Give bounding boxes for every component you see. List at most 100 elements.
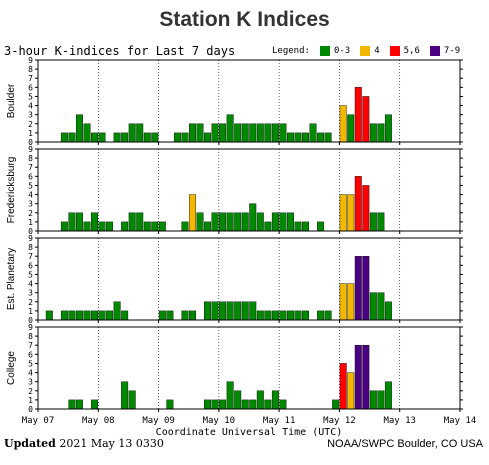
x-tick-label: May 12 [323, 416, 356, 426]
kindex-bar [294, 132, 302, 143]
y-tick-label: 0 [28, 316, 33, 325]
kindex-bar [256, 212, 264, 232]
kindex-bar [339, 194, 347, 232]
y-tick-label: 0 [28, 227, 33, 236]
kindex-bar [317, 221, 325, 232]
kindex-bar [166, 310, 174, 321]
kindex-bar [83, 123, 91, 143]
kindex-bar [324, 132, 332, 143]
kindex-bar [264, 123, 272, 143]
y-tick-label: 7 [28, 163, 33, 172]
kindex-bar [354, 256, 362, 321]
kindex-bar [279, 212, 287, 232]
legend-item-low: 0-3 [319, 46, 350, 56]
kindex-bar [143, 132, 151, 143]
panel-frame [37, 59, 461, 143]
kindex-bar [128, 123, 136, 143]
x-tick-label: May 14 [444, 416, 477, 426]
kindex-bar [204, 221, 212, 232]
kindex-bar [91, 310, 98, 321]
y-tick-label: 2 [28, 387, 33, 396]
kindex-bar [347, 283, 355, 321]
kindex-bar [121, 132, 129, 143]
kindex-bar [98, 221, 106, 232]
kindex-bar [377, 123, 385, 143]
x-axis-label: Coordinate Universal Time (UTC) [156, 427, 343, 438]
kindex-bar [68, 399, 76, 410]
kindex-bar [286, 212, 294, 232]
legend-label-4: 4 [374, 46, 380, 56]
panel-station-label: Est. Planetary [6, 248, 17, 310]
kindex-bar [234, 123, 242, 143]
kindex-bar [384, 301, 392, 321]
kindex-bar [264, 221, 272, 232]
kindex-bar [241, 301, 249, 321]
kindex-bar [256, 310, 264, 321]
kindex-bar [241, 123, 249, 143]
kindex-bar [271, 390, 279, 410]
kindex-bar [68, 310, 76, 321]
kindex-bar [294, 221, 302, 232]
y-tick-label: 6 [28, 83, 33, 92]
credit-text: NOAA/SWPC Boulder, CO USA [327, 438, 483, 450]
kindex-bar [302, 132, 309, 143]
panel-frame [37, 237, 461, 321]
kindex-bar [121, 310, 129, 321]
y-tick-label: 5 [28, 181, 33, 190]
kindex-bar [45, 310, 53, 321]
legend-item-7-9: 7-9 [429, 46, 460, 56]
kindex-bar [362, 345, 370, 410]
kindex-bar [211, 212, 219, 232]
kindex-bar [204, 301, 212, 321]
kindex-bar [369, 212, 377, 232]
kindex-bar [211, 301, 219, 321]
x-tick-label: May 09 [142, 416, 175, 426]
y-tick-label: 4 [28, 191, 33, 200]
kindex-bar [60, 221, 68, 232]
kindex-bar [83, 310, 91, 321]
y-tick-label: 1 [28, 396, 33, 405]
kindex-bar [279, 399, 287, 410]
kindex-bar [98, 132, 106, 143]
kindex-bar [362, 96, 370, 143]
kindex-bar [377, 292, 385, 321]
kindex-bar [279, 310, 287, 321]
y-tick-label: 7 [28, 252, 33, 261]
kindex-bar [264, 399, 272, 410]
kindex-bar [106, 310, 114, 321]
kindex-bar [136, 212, 144, 232]
legend-swatch-4 [360, 46, 371, 56]
y-tick-label: 4 [28, 280, 33, 289]
kindex-bar [264, 310, 272, 321]
panel-frame [37, 148, 461, 232]
y-tick-label: 2 [28, 120, 33, 129]
kindex-bar [91, 132, 98, 143]
kindex-bar [234, 390, 242, 410]
kindex-bar [158, 221, 166, 232]
kindex-bar [75, 212, 83, 232]
kindex-bar [143, 221, 151, 232]
kindex-bar [286, 132, 294, 143]
kindex-bar [279, 123, 287, 143]
kindex-bar [136, 123, 144, 143]
kindex-bar [121, 381, 129, 410]
kindex-bar [226, 301, 234, 321]
legend-swatch-5-6 [389, 46, 400, 56]
kindex-bar [339, 105, 347, 143]
y-tick-label: 3 [28, 289, 33, 298]
kindex-bar [75, 114, 83, 143]
kindex-bar [249, 301, 257, 321]
y-tick-label: 4 [28, 369, 33, 378]
kindex-bar [241, 399, 249, 410]
kindex-bar [106, 221, 114, 232]
kindex-bar [339, 283, 347, 321]
kindex-bar [249, 123, 257, 143]
kindex-bar [339, 363, 347, 410]
kindex-bar [294, 310, 302, 321]
kindex-bar [369, 390, 377, 410]
kindex-bar [362, 185, 370, 232]
kindex-bar [189, 310, 196, 321]
y-tick-label: 9 [28, 145, 33, 154]
y-tick-label: 3 [28, 378, 33, 387]
